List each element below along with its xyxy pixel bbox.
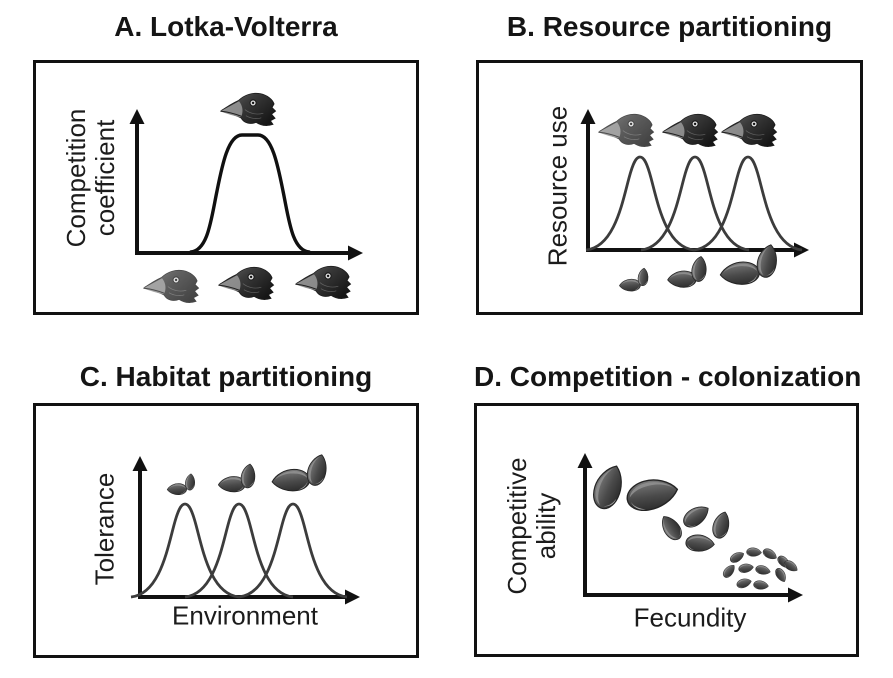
- panel-c-title: C. Habitat partitioning: [79, 361, 373, 392]
- panel-d-ylabel: Competitive ability: [502, 457, 561, 595]
- ylabel-line: Tolerance: [89, 472, 120, 586]
- panel-b-ylabel: Resource use: [542, 105, 573, 267]
- panel-c-xlabel: Environment: [172, 600, 318, 631]
- panel-a-title: A. Lotka-Volterra: [114, 11, 338, 42]
- panel-a-ylabel: Competition coefficient: [61, 108, 120, 248]
- panel-b-box: [476, 60, 863, 315]
- ylabel-line: ability: [531, 492, 561, 560]
- ylabel-line: coefficient: [90, 119, 120, 237]
- ylabel-line: Resource use: [542, 105, 573, 267]
- ylabel-line: Competition: [61, 108, 91, 248]
- ylabel-line: Competitive: [502, 457, 532, 595]
- panel-c-ylabel: Tolerance: [89, 472, 120, 586]
- panel-d-xlabel: Fecundity: [633, 602, 747, 633]
- panel-d-title: D. Competition - colonization: [474, 361, 862, 392]
- panel-b-title: B. Resource partitioning: [506, 11, 833, 42]
